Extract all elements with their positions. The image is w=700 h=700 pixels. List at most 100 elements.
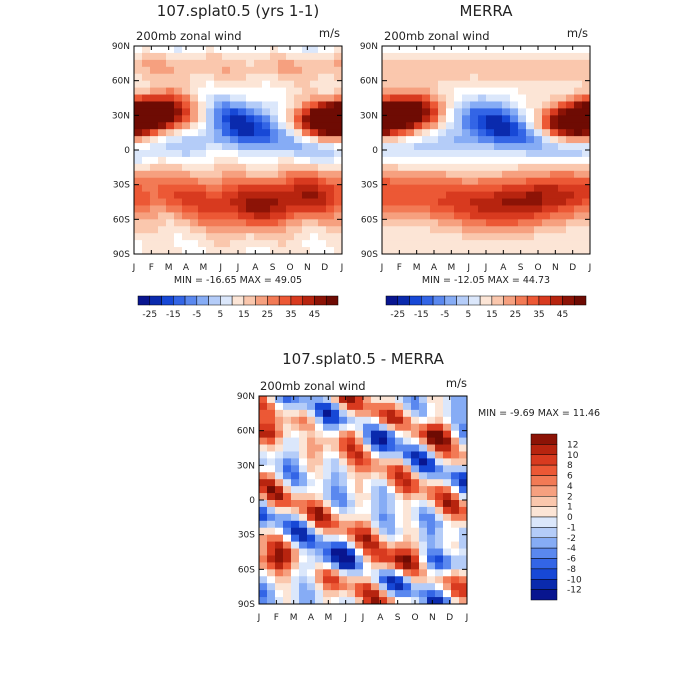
- field-cell: [494, 212, 503, 220]
- field-cell: [406, 212, 415, 220]
- field-cell: [395, 597, 404, 604]
- field-cell: [238, 184, 247, 193]
- field-cell: [510, 163, 519, 172]
- field-cell: [494, 191, 503, 200]
- colorbar-swatch: [278, 295, 292, 306]
- field-cell: [451, 569, 460, 577]
- field-cell: [299, 493, 308, 501]
- field-cell: [278, 143, 287, 151]
- field-cell: [182, 94, 191, 103]
- field-cell: [406, 87, 415, 96]
- field-cell: [459, 493, 467, 501]
- field-cell: [470, 108, 479, 116]
- field-cell: [390, 233, 399, 241]
- field-cell: [318, 52, 327, 61]
- field-cell: [446, 150, 455, 158]
- field-cell: [270, 170, 279, 179]
- colorbar-label: -12: [567, 586, 582, 596]
- field-cell: [566, 150, 575, 158]
- field-cell: [398, 73, 407, 82]
- field-cell: [382, 212, 391, 220]
- field-cell: [238, 150, 247, 158]
- field-cell: [238, 59, 247, 68]
- field-cell: [286, 143, 295, 151]
- field-cell: [302, 73, 311, 82]
- field-cell: [443, 479, 452, 487]
- field-cell: [430, 136, 439, 144]
- field-cell: [486, 247, 495, 254]
- field-cell: [158, 177, 167, 186]
- field-cell: [262, 94, 271, 103]
- field-cell: [134, 87, 143, 96]
- field-cell: [190, 198, 199, 207]
- field-cell: [558, 73, 567, 82]
- field-cell: [414, 205, 423, 213]
- field-cell: [150, 108, 159, 116]
- y-tick-label: 60S: [113, 215, 130, 225]
- field-cell: [566, 59, 575, 68]
- panel-obs-units: m/s: [567, 26, 588, 40]
- field-cell: [230, 170, 239, 179]
- field-cell: [411, 590, 420, 598]
- field-cell: [318, 226, 327, 234]
- field-cell: [214, 177, 223, 186]
- field-cell: [214, 240, 223, 248]
- colorbar-swatch: [530, 454, 558, 466]
- field-cell: [275, 576, 284, 584]
- field-cell: [470, 101, 479, 109]
- colorbar-swatch: [530, 464, 558, 476]
- field-cell: [142, 59, 151, 68]
- field-cell: [355, 486, 364, 494]
- field-cell: [454, 150, 463, 158]
- field-cell: [398, 108, 407, 116]
- field-cell: [406, 177, 415, 186]
- field-cell: [291, 597, 300, 604]
- field-cell: [307, 569, 316, 577]
- field-cell: [419, 451, 428, 459]
- field-cell: [574, 87, 583, 96]
- field-cell: [158, 136, 167, 144]
- field-cell: [566, 226, 575, 234]
- field-cell: [542, 240, 551, 248]
- field-cell: [150, 240, 159, 248]
- field-cell: [443, 583, 452, 591]
- field-cell: [190, 247, 199, 254]
- field-cell: [270, 66, 279, 75]
- field-cell: [494, 198, 503, 207]
- field-cell: [166, 143, 175, 151]
- field-cell: [379, 493, 388, 501]
- field-cell: [371, 423, 380, 432]
- panel-diff-subtitle: 200mb zonal wind: [260, 379, 366, 393]
- field-cell: [158, 94, 167, 103]
- field-cell: [254, 73, 263, 82]
- field-cell: [446, 122, 455, 130]
- field-cell: [182, 233, 191, 241]
- field-cell: [382, 205, 391, 213]
- field-cell: [435, 513, 444, 522]
- field-cell: [302, 198, 311, 207]
- field-cell: [398, 59, 407, 68]
- field-cell: [315, 451, 324, 459]
- field-cell: [411, 500, 420, 508]
- field-cell: [270, 136, 279, 144]
- field-cell: [355, 527, 364, 536]
- field-cell: [395, 465, 404, 473]
- field-cell: [542, 80, 551, 89]
- field-cell: [438, 156, 447, 165]
- field-cell: [574, 94, 583, 103]
- field-cell: [478, 80, 487, 89]
- field-cell: [134, 52, 143, 61]
- field-cell: [142, 184, 151, 193]
- field-cell: [403, 465, 412, 473]
- field-cell: [326, 73, 335, 82]
- field-cell: [395, 520, 404, 529]
- field-cell: [446, 129, 455, 137]
- field-cell: [174, 129, 183, 137]
- field-cell: [443, 541, 452, 550]
- colorbar-swatch: [432, 295, 446, 306]
- field-cell: [262, 198, 271, 207]
- field-cell: [550, 150, 559, 158]
- field-cell: [574, 191, 583, 200]
- field-cell: [142, 226, 151, 234]
- colorbar-swatch: [530, 589, 558, 601]
